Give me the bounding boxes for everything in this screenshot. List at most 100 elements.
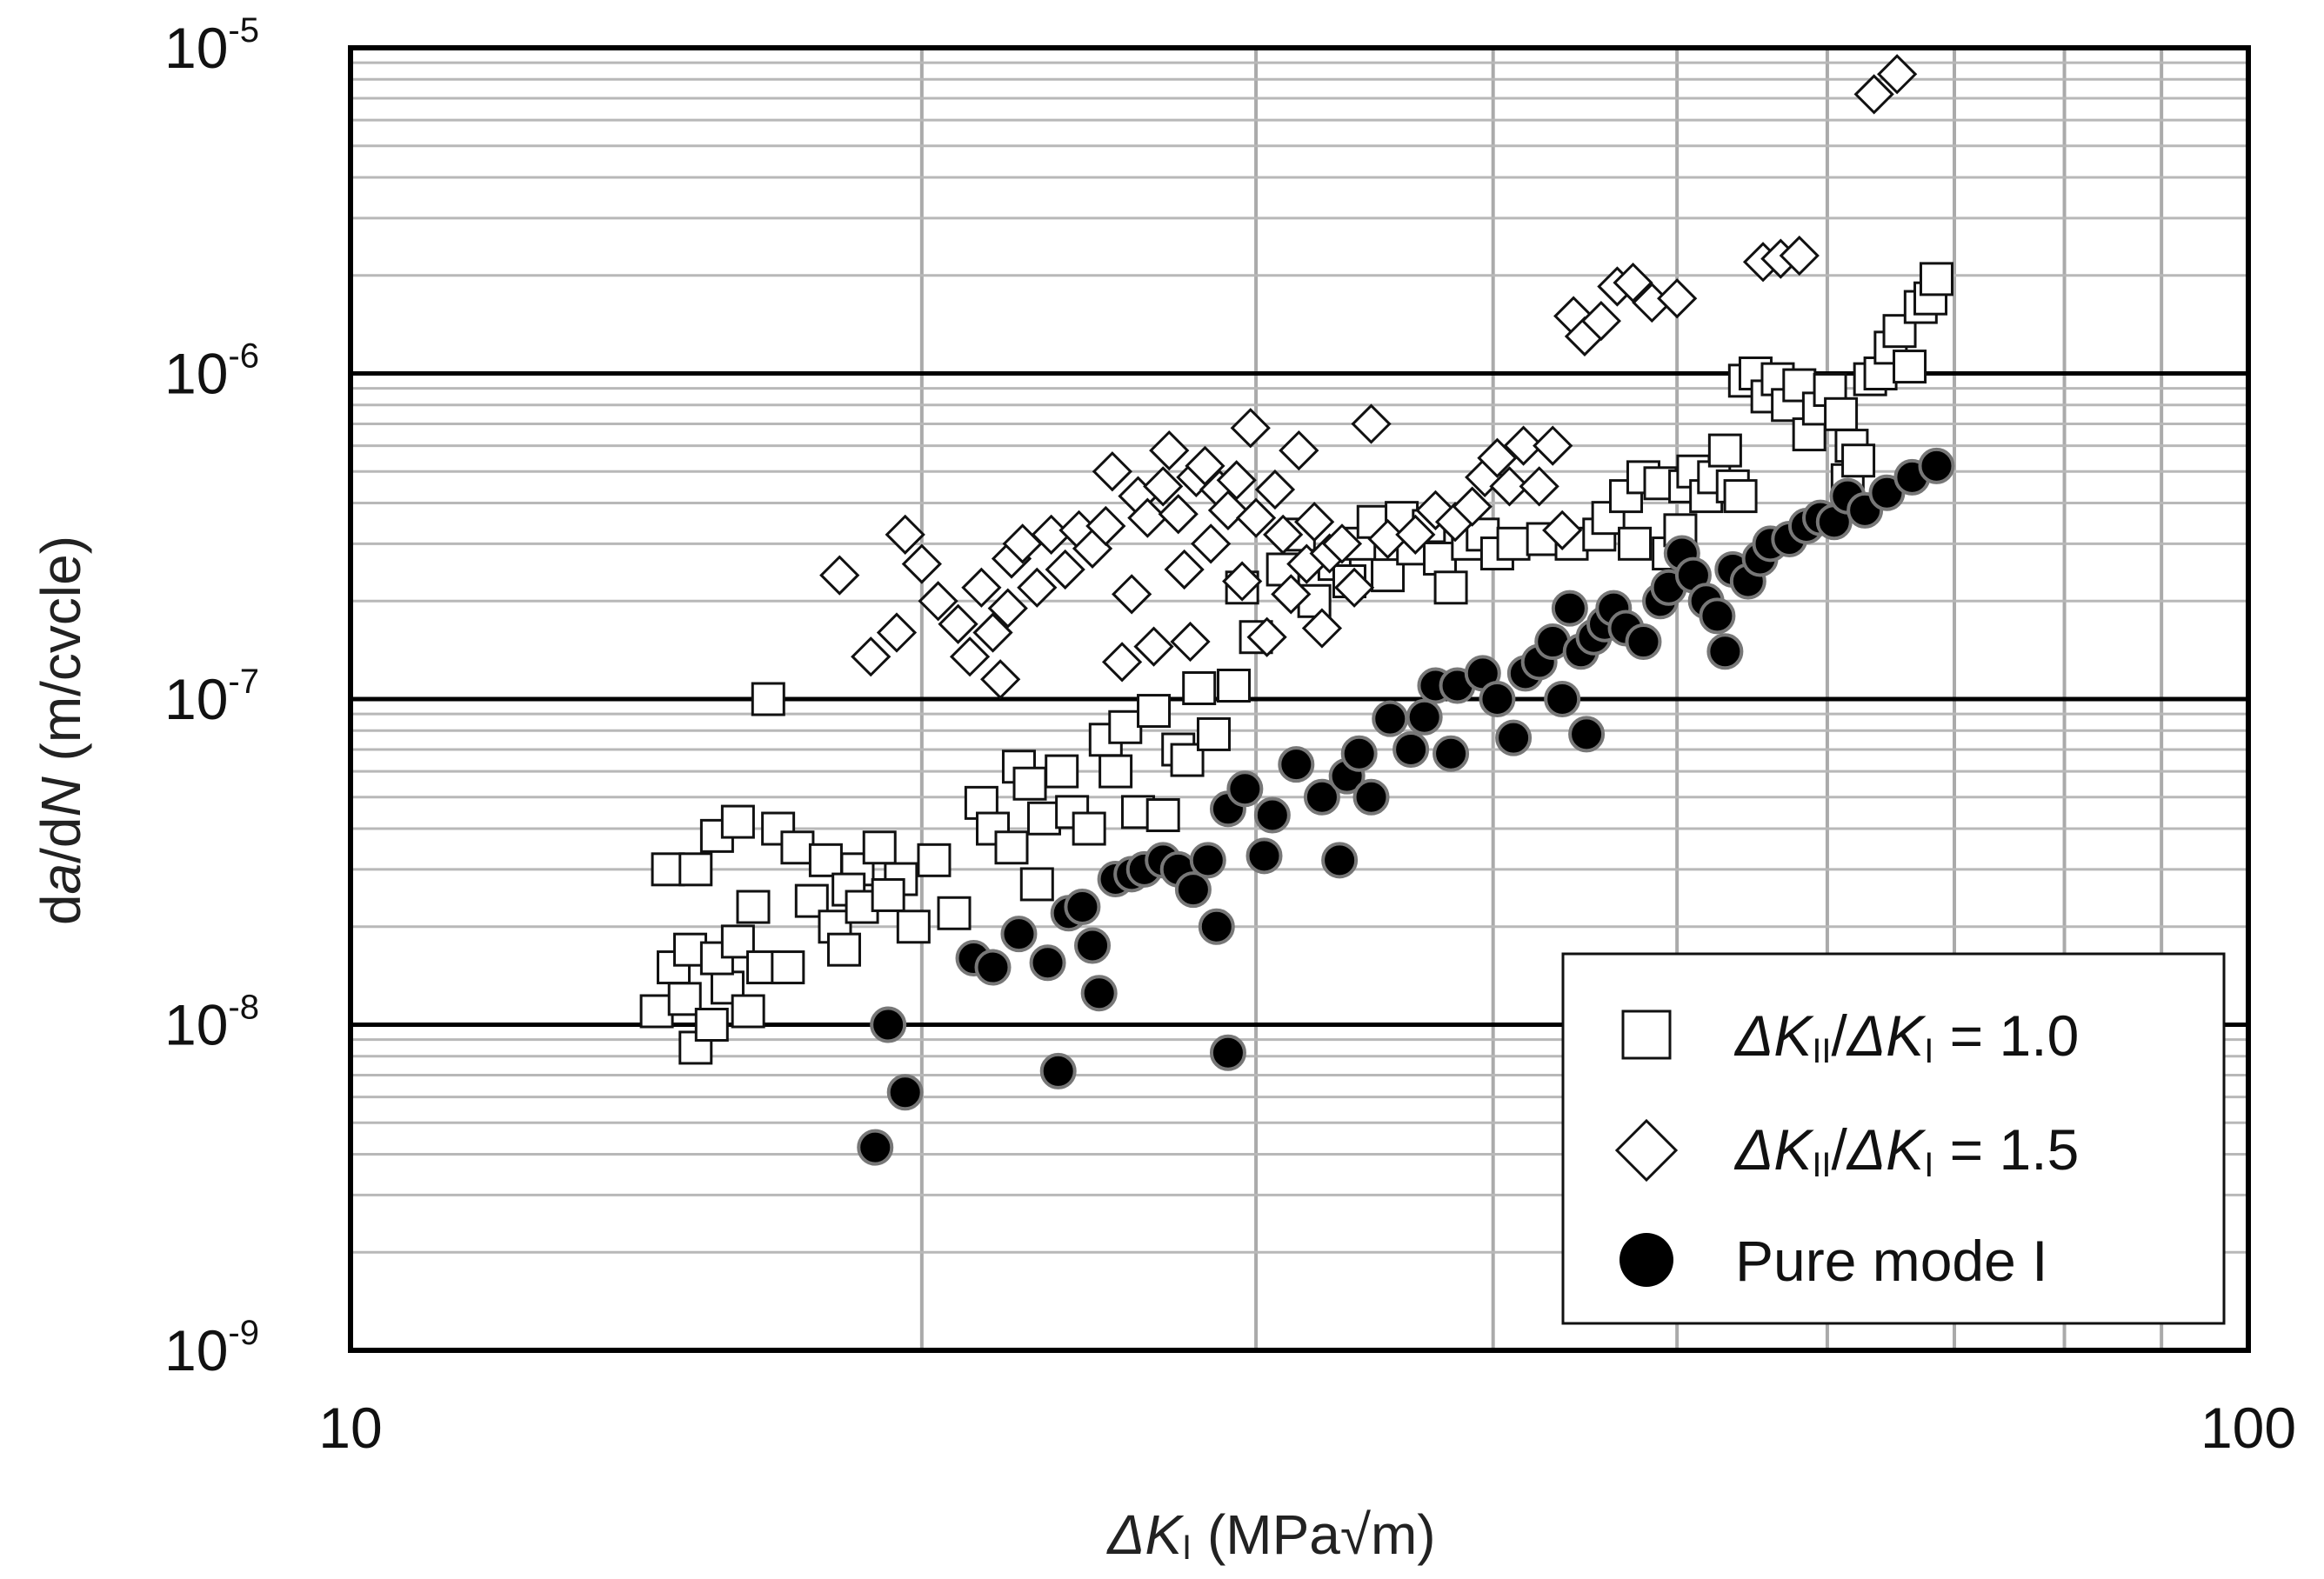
diamond-point [1489,466,1530,507]
diamond-point [1395,514,1436,555]
circle-point [1551,590,1588,627]
circle-point [1625,623,1662,661]
series-3 [857,447,1955,1166]
legend-marker-circle [1619,1233,1673,1287]
x-tick-labels: 10 100 [318,1396,2296,1460]
diamond-point [1164,549,1205,590]
square-point [1824,396,1859,431]
diamond-point [1246,616,1287,657]
square-point [1012,766,1047,801]
diamond-point [1519,466,1559,507]
circle-point [1074,927,1112,964]
diamond-point [972,612,1013,653]
diamond-point [1533,425,1573,466]
square-point [862,830,897,865]
square-point [1841,443,1876,478]
circle-point [1226,770,1264,808]
diamond-point [1580,300,1621,342]
y-tick-label: 10-8 [164,989,259,1057]
square-point [1019,867,1054,902]
diamond-point [1045,549,1085,590]
circle-point [1000,916,1038,953]
diamond-point [1127,497,1168,538]
x-tick-label: 10 [318,1396,382,1460]
square-point [1216,668,1251,703]
y-tick-labels: 10-5 10-6 10-7 10-8 10-9 [164,11,259,1382]
diamond-point [901,543,942,584]
diamond-point [1351,403,1392,444]
circle-point [1029,944,1066,982]
circle-point [1080,975,1118,1012]
square-point [694,1008,729,1042]
diamond-point [1279,430,1319,471]
diamond-point [1657,278,1698,319]
square-point [678,852,713,887]
circle-point [1189,842,1226,879]
diamond-point [1085,505,1126,547]
diamond-point [1017,567,1058,608]
diamond-point [1271,574,1312,615]
diamond-point [1158,494,1199,535]
square-point [751,682,785,716]
square-point [1496,526,1531,561]
diamond-point [1092,451,1132,492]
square-point [780,830,815,865]
diamond-point [1613,262,1653,303]
legend-marker-diamond [1614,1118,1679,1183]
square-point [1893,350,1927,384]
square-point [1707,433,1742,468]
diamond-point [1321,523,1363,564]
square-point [1723,479,1758,514]
circle-point [857,1129,894,1166]
square-point [808,843,843,877]
diamond-point [1170,621,1211,663]
circle-point [1209,1034,1246,1071]
series-2 [819,54,1918,700]
square-point [1423,541,1458,576]
circle-point [1245,837,1283,875]
circle-point [870,1006,907,1043]
square-point [1137,694,1172,729]
square-point [1618,526,1653,561]
diamond-point [1254,469,1296,510]
legend-label-ratio-1-5: ΔKII/ΔKI = 1.5 [1733,1117,2079,1184]
square-point [994,830,1029,865]
y-tick-label: 10-6 [164,337,259,406]
x-axis-label: ΔKI (MPa√m) [1105,1503,1435,1567]
diamond-point [1216,460,1257,501]
square-point [736,889,771,924]
diamond-point [1503,425,1544,466]
diamond-point [1853,74,1894,115]
circle-point [1406,698,1443,736]
diamond-point [1235,497,1277,538]
circle-point [886,1074,924,1111]
legend-label-pure-mode: Pure mode I [1735,1229,2048,1293]
diamond-point [980,659,1021,700]
circle-point [1699,597,1736,635]
diamond-point [1301,608,1343,649]
legend: ΔKII/ΔKI = 1.0 ΔKII/ΔKI = 1.5 Pure mode … [1561,952,2226,1325]
circle-point [1253,796,1291,834]
diamond-point [1222,561,1263,602]
diamond-point [1263,514,1304,555]
y-axis-label: da/dN (m/cvcle) [30,536,92,925]
diamond-point [961,567,1002,608]
square-point [1919,262,1953,296]
square-point [871,877,905,912]
circle-point [1392,731,1430,769]
diamond-point [1477,437,1518,478]
square-point [1196,716,1231,751]
legend-label-ratio-1-0: ΔKII/ΔKI = 1.0 [1733,1003,2079,1070]
square-point [639,994,674,1029]
square-point [731,994,765,1029]
square-point [1099,754,1133,789]
diamond-point [1149,430,1190,471]
diamond-point [851,636,892,677]
circle-point [1321,842,1359,879]
diamond-point [1333,567,1375,608]
diamond-point [1207,490,1249,530]
square-point [826,932,861,967]
diamond-point [819,555,860,596]
square-point [917,843,952,877]
